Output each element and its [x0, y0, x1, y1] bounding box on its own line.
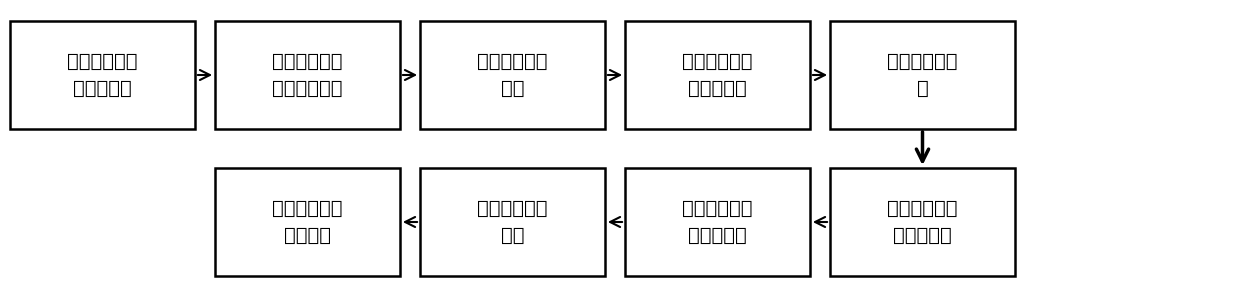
Text: 设置样品池，
搭建测量光路: 设置样品池， 搭建测量光路	[273, 52, 342, 98]
Bar	[10, 21, 195, 129]
Text: 根据比尔定律
计算温度: 根据比尔定律 计算温度	[273, 199, 342, 245]
Text: 数据分析与处
理: 数据分析与处 理	[888, 52, 957, 98]
Bar	[215, 168, 401, 276]
Bar	[830, 168, 1016, 276]
Bar	[830, 21, 1016, 129]
Bar	[420, 21, 605, 129]
Bar	[215, 21, 401, 129]
Text: 调整光路，获
取测量信号: 调整光路，获 取测量信号	[682, 52, 753, 98]
Bar	[625, 21, 810, 129]
Text: 选取两台飞秒
激光频率梳: 选取两台飞秒 激光频率梳	[67, 52, 138, 98]
Text: 结合数据库进
行数据拟合: 结合数据库进 行数据拟合	[682, 199, 753, 245]
Text: 选定被测气体
成份: 选定被测气体 成份	[477, 52, 548, 98]
Bar	[420, 168, 605, 276]
Bar	[625, 168, 810, 276]
Text: 从拍频信号获
取测量光谱: 从拍频信号获 取测量光谱	[888, 199, 957, 245]
Text: 获取光谱线型
函数: 获取光谱线型 函数	[477, 199, 548, 245]
